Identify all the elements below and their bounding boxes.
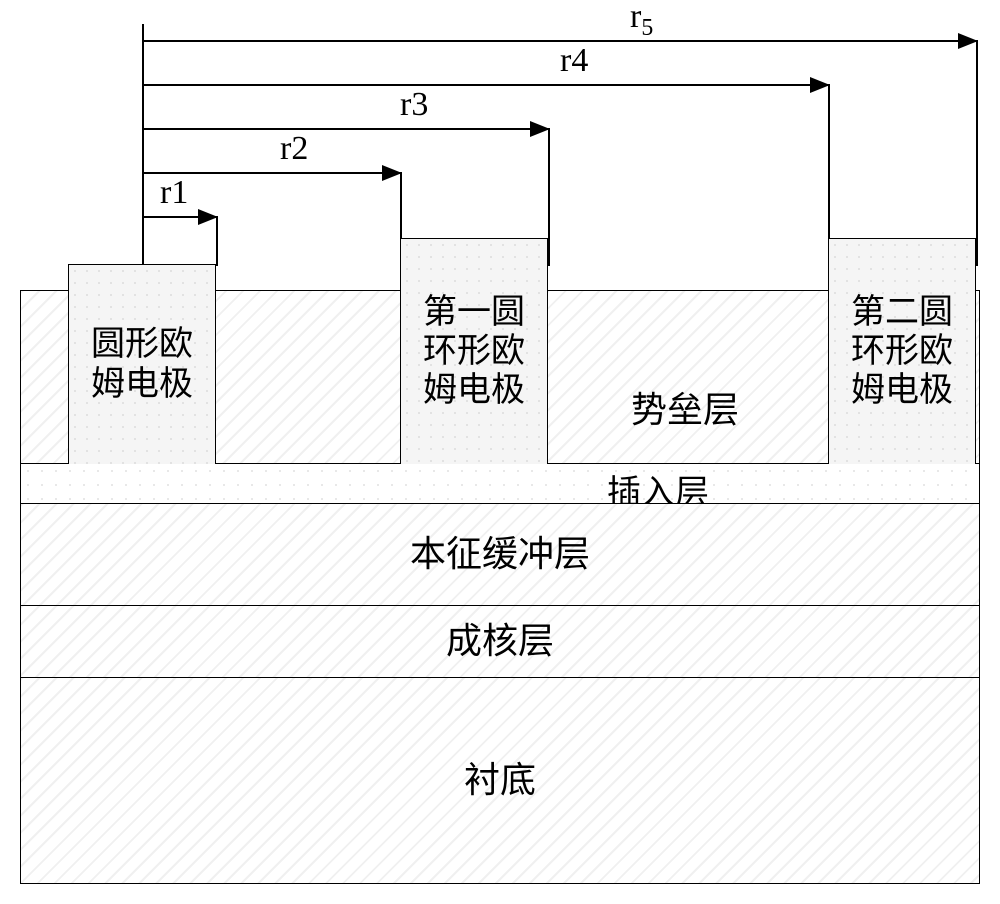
dim-shaft: [142, 128, 548, 130]
electrode-first-ring: 第一圆 环形欧 姆电极: [400, 238, 548, 464]
ext-r1: [216, 216, 218, 266]
origin-extension-line: [142, 24, 144, 266]
ext-r3: [548, 128, 550, 266]
buffer-layer-label: 本征缓冲层: [410, 535, 590, 575]
nucleation-layer-label: 成核层: [446, 622, 554, 662]
arrowhead-icon: [530, 121, 550, 137]
dim-label-r1: r1: [160, 174, 188, 212]
device-cross-section-diagram: r5 r4 r3 r2 r1: [20, 20, 980, 884]
dim-shaft: [142, 84, 828, 86]
dim-label-r4: r4: [560, 42, 588, 80]
electrode-second-ring: 第二圆 环形欧 姆电极: [828, 238, 976, 464]
insert-layer: 插入层: [21, 463, 979, 503]
electrode-circular-label: 圆形欧 姆电极: [91, 325, 193, 403]
substrate-layer-label: 衬底: [464, 761, 536, 801]
dim-shaft: [142, 40, 976, 42]
dim-label-r3: r3: [400, 86, 428, 124]
dim-label-r2: r2: [280, 130, 308, 168]
buffer-layer: 本征缓冲层: [21, 503, 979, 605]
nucleation-layer: 成核层: [21, 605, 979, 677]
arrowhead-icon: [382, 165, 402, 181]
arrowhead-icon: [810, 77, 830, 93]
ext-r5: [976, 40, 978, 266]
arrowhead-icon: [958, 33, 978, 49]
barrier-layer-label: 势垒层: [631, 381, 739, 433]
dim-label-r5: r5: [630, 0, 653, 42]
substrate-layer: 衬底: [21, 677, 979, 883]
electrode-circular: 圆形欧 姆电极: [68, 264, 216, 464]
electrode-second-ring-label: 第二圆 环形欧 姆电极: [851, 293, 953, 410]
electrode-first-ring-label: 第一圆 环形欧 姆电极: [423, 293, 525, 410]
arrowhead-icon: [198, 209, 218, 225]
